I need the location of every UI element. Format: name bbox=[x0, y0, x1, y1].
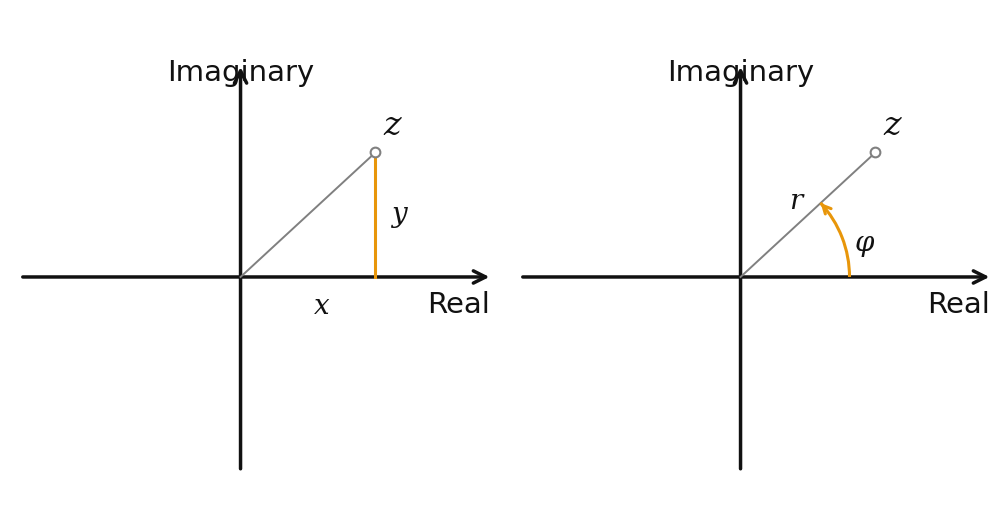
Text: Imaginary: Imaginary bbox=[667, 59, 814, 87]
Text: Real: Real bbox=[427, 291, 490, 319]
Text: Imaginary: Imaginary bbox=[167, 59, 314, 87]
Text: Real: Real bbox=[927, 291, 990, 319]
Text: y: y bbox=[391, 201, 407, 228]
Text: φ: φ bbox=[855, 230, 874, 257]
Text: z: z bbox=[883, 110, 901, 142]
Text: r: r bbox=[789, 188, 802, 215]
Text: z: z bbox=[383, 110, 401, 142]
Text: x: x bbox=[314, 293, 329, 319]
